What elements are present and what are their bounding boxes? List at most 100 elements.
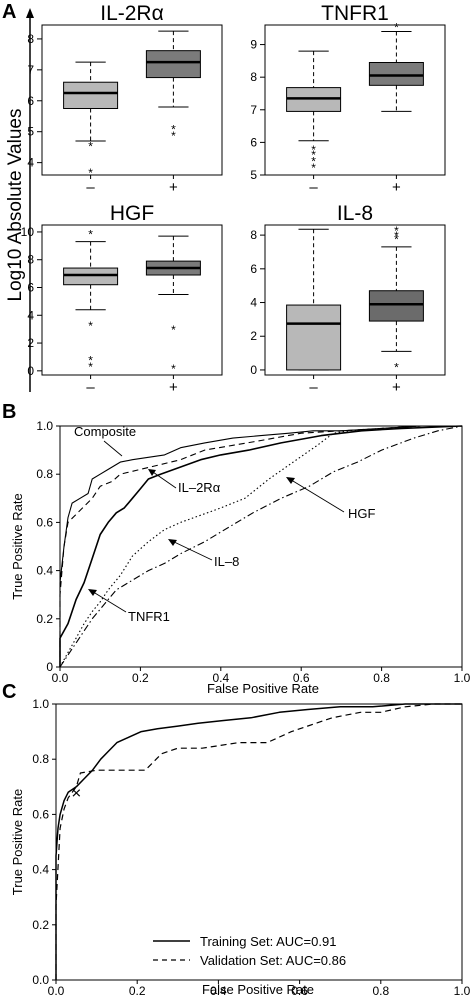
y-tick-label: 0.2: [36, 612, 53, 626]
x-tick-label: 1.0: [454, 671, 471, 685]
iqr-box: [368, 62, 424, 86]
panel-c-letter: C: [2, 681, 16, 703]
x-tick-label: 0.8: [373, 671, 390, 685]
outlier-point: *: [88, 166, 93, 180]
y-tick-label: 8: [27, 253, 34, 267]
chart-title: IL-8: [337, 202, 373, 225]
annotation-il8-arrow: [169, 539, 213, 561]
plot-frame: [59, 425, 463, 668]
chart-title: HGF: [110, 202, 154, 225]
iqr-box: [63, 267, 119, 286]
annotation-tnfr1-arrow: [89, 589, 127, 613]
series-line-0: [59, 425, 462, 667]
panel-b-letter: B: [2, 401, 16, 423]
x-tick-label: –: [86, 379, 95, 396]
outlier-point: *: [171, 323, 176, 337]
y-tick-label: 6: [27, 281, 34, 295]
plot-frame: [264, 24, 446, 176]
outlier-point: *: [171, 129, 176, 143]
x-tick-label: 0.2: [132, 671, 149, 685]
annotation-hgf-arrowhead: [286, 477, 295, 484]
x-tick-label: 0.2: [129, 984, 146, 996]
iqr-box: [63, 81, 119, 110]
plot-frame: [41, 224, 223, 376]
annotation-il2ra: IL–2Rα: [178, 480, 221, 495]
box-positive: *: [368, 21, 424, 112]
series-line-0: [55, 703, 462, 980]
y-tick-label: 8: [27, 32, 34, 46]
outlier-point: *: [394, 21, 399, 35]
annotation-composite: Composite: [74, 424, 136, 439]
y-tick-label: 4: [27, 156, 34, 170]
boxplot-3: IL-8 0 2 4 6 8 – + ****: [250, 202, 446, 396]
x-tick-label: +: [169, 379, 178, 396]
iqr-box: [145, 50, 201, 79]
outlier-point: *: [88, 319, 93, 333]
roc-chart-b: 0.0 0.2 0.4 0.6 0.8 1.0 0 0.2 0.4 0.6 0.8 1.0 False …: [10, 419, 471, 696]
outlier-point: *: [88, 227, 93, 241]
series-line-1: [55, 703, 462, 980]
y-tick-label: 0.0: [32, 973, 49, 987]
x-tick-label: 0.6: [293, 671, 310, 685]
legend-validation-label: Validation Set: AUC=0.86: [200, 953, 346, 968]
x-tick-label: –: [309, 379, 318, 396]
y-tick-label: 1.0: [36, 419, 53, 433]
x-axis-label: False Positive Rate: [207, 681, 319, 696]
y-tick-label: 0.8: [32, 752, 49, 766]
y-axis-label: True Positive Rate: [10, 493, 25, 599]
y-tick-label: 6: [27, 94, 34, 108]
y-tick-label: 0.8: [36, 467, 53, 481]
outlier-point: *: [394, 232, 399, 246]
annotation-tnfr1-arrowhead: [88, 589, 97, 596]
y-tick-label: 5: [27, 125, 34, 139]
chart-title: TNFR1: [321, 2, 389, 25]
y-tick-label: 6: [250, 262, 257, 276]
series-line-3: [59, 425, 463, 668]
y-tick-label: 4: [250, 296, 257, 310]
y-tick-label: 0.6: [36, 515, 53, 529]
outlier-point: *: [311, 154, 316, 168]
roc-plots: 0.0 0.2 0.4 0.6 0.8 1.0 0 0.2 0.4 0.6 0.8 1.0 False …: [10, 419, 471, 996]
x-tick-label: 0.0: [48, 984, 65, 996]
y-tick-label: 0.6: [32, 807, 49, 821]
outlier-point: *: [311, 161, 316, 175]
x-tick-label: –: [86, 179, 95, 196]
roc-chart-c: 0.0 0.2 0.4 0.6 0.8 1.0 0.0 0.2 0.4 0.6 0.8 1.0 Fals…: [10, 697, 471, 996]
box-negative: ****: [63, 227, 119, 374]
y-tick-label: 4: [27, 308, 34, 322]
iqr-box: [286, 304, 342, 371]
x-tick-label: –: [309, 179, 318, 196]
box-negative: [286, 228, 342, 371]
series-line-2: [59, 425, 463, 667]
x-tick-label: 1.0: [454, 984, 471, 996]
y-axis-label: True Positive Rate: [10, 789, 25, 895]
y-tick-label: 8: [250, 70, 257, 84]
y-tick-label: 0.2: [32, 918, 49, 932]
chart-title: IL-2Rα: [100, 2, 164, 25]
plot-frame: [264, 224, 446, 376]
outlier-point: *: [88, 354, 93, 368]
y-tick-label: 0: [27, 364, 34, 378]
outlier-point: *: [311, 143, 316, 157]
outlier-point: *: [394, 224, 399, 238]
annotation-il2ra-arrow: [149, 469, 177, 489]
x-tick-label: 0.4: [212, 671, 229, 685]
annotation-hgf: HGF: [348, 506, 376, 521]
box-positive: **: [145, 30, 201, 143]
panel-a-letter: A: [2, 1, 16, 23]
x-tick-label: 0.8: [372, 984, 389, 996]
outlier-point: *: [88, 360, 93, 374]
y-tick-label: 6: [250, 135, 257, 149]
x-tick-label: 0.0: [52, 671, 69, 685]
y-tick-label: 5: [250, 168, 257, 182]
annotation-il8: IL–8: [214, 554, 239, 569]
outlier-point: *: [171, 362, 176, 376]
box-positive: ****: [368, 224, 424, 375]
outlier-point: *: [394, 361, 399, 375]
series-line-4: [59, 425, 462, 668]
